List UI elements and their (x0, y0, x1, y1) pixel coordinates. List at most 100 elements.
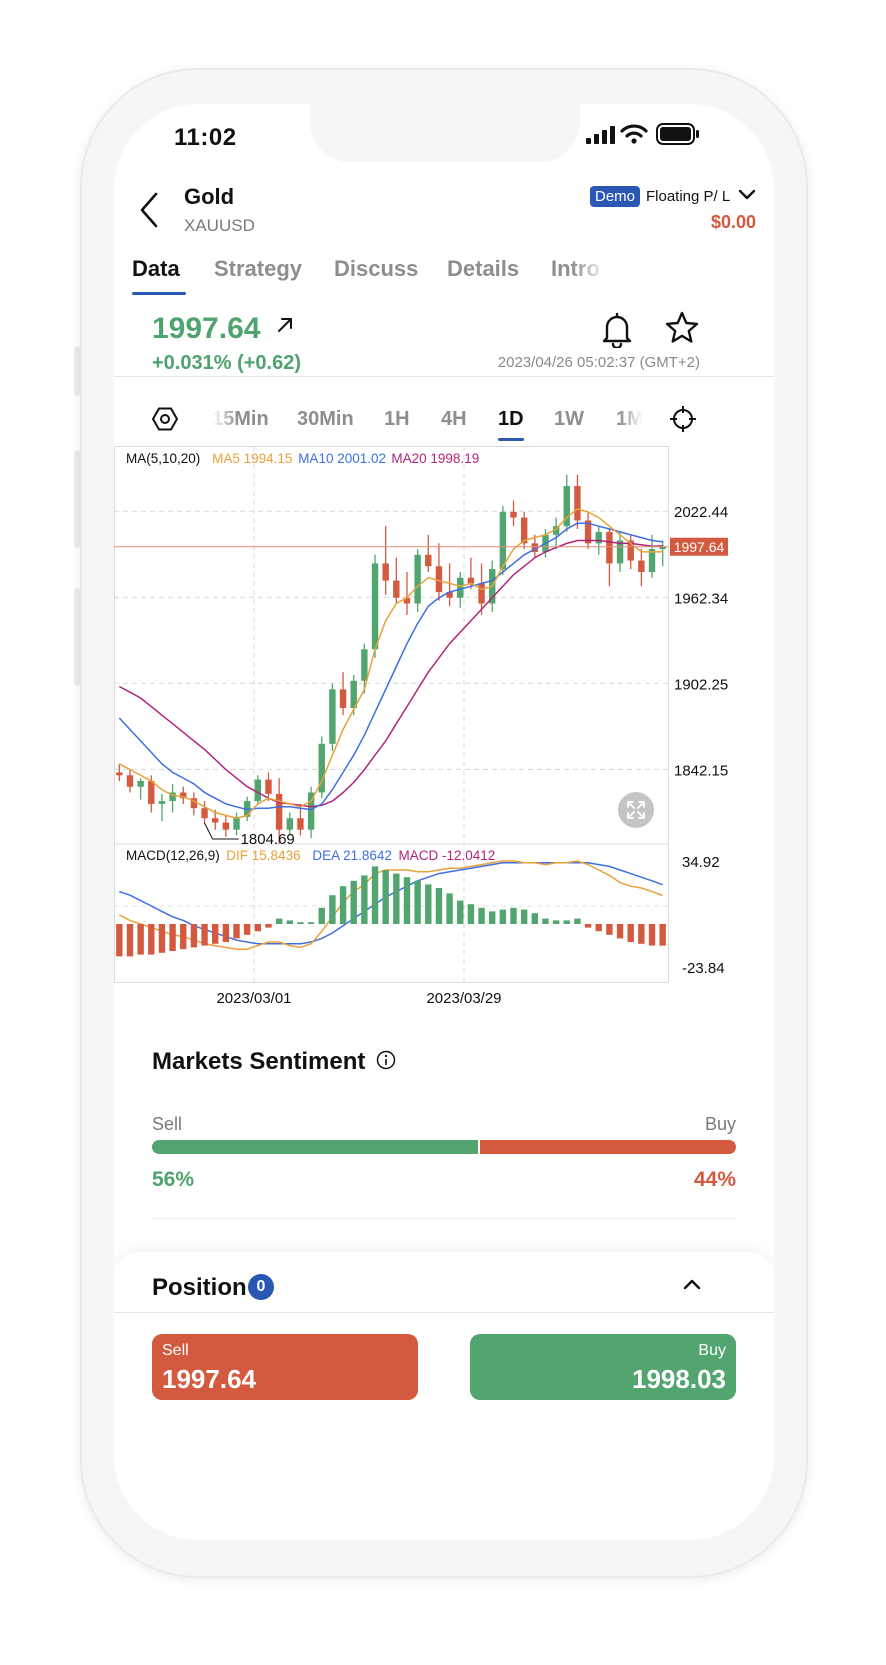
candle-body (531, 543, 539, 552)
timeframe-30min[interactable]: 30Min (297, 408, 354, 430)
candle-body (212, 818, 219, 823)
floating-pl-label[interactable]: Floating P/ L (646, 188, 731, 205)
candle-body (382, 563, 389, 581)
macd-legend-label: DEA 21.8642 (312, 848, 392, 863)
candle-body (595, 531, 602, 544)
y-tick-label: 2022.44 (674, 504, 728, 521)
macd-histogram-bar (563, 920, 570, 924)
sell-price: 1997.64 (162, 1364, 256, 1394)
y-tick-label: 1962.34 (674, 590, 728, 607)
candle-body (425, 554, 432, 567)
macd-tick-label: -23.84 (682, 960, 725, 977)
macd-histogram-bar (574, 918, 581, 924)
fullscreen-button[interactable] (618, 792, 654, 828)
timeframe-1h[interactable]: 1H (384, 408, 410, 430)
macd-histogram-bar (190, 924, 198, 948)
position-count-badge: 0 (248, 1274, 274, 1300)
quote-timestamp: 2023/04/26 05:02:37 (GMT+2) (497, 354, 700, 371)
price-chart[interactable]: 2022.44 1962.34 1902.25 1842.15 2023/03/01 20… (114, 446, 774, 1006)
sentiment-sell-percent: 56% (152, 1168, 195, 1191)
macd-histogram-bar (116, 924, 123, 957)
macd-histogram-bar (478, 907, 485, 924)
candle-body (307, 792, 315, 830)
bell-icon[interactable] (600, 312, 634, 348)
macd-histogram-bar (435, 888, 443, 924)
star-icon[interactable] (664, 310, 700, 346)
tab-details[interactable]: Details (447, 256, 520, 281)
candle-body (638, 560, 645, 572)
candle-body (350, 680, 357, 708)
macd-histogram-bar (158, 924, 166, 953)
timeframe-4h[interactable]: 4H (441, 408, 467, 430)
status-time: 11:02 (174, 124, 237, 151)
candle-body (190, 798, 198, 809)
macd-histogram-bar (627, 924, 634, 942)
macd-histogram-bar (137, 924, 144, 955)
back-arrow-icon[interactable] (136, 190, 162, 230)
quote-divider (114, 376, 774, 377)
notch (310, 104, 580, 162)
candle-body (478, 583, 485, 604)
macd-histogram-bar (275, 918, 283, 924)
macd-histogram-bar (307, 922, 315, 924)
x-tick-label: 2023/03/01 (216, 990, 291, 1006)
chevron-down-icon[interactable] (738, 188, 756, 202)
candle-body (339, 689, 347, 708)
candle-body (446, 592, 453, 598)
crosshair-icon[interactable] (670, 406, 696, 432)
macd-histogram-bar (403, 877, 411, 924)
macd-histogram-bar (339, 886, 347, 924)
current-price-tag (670, 537, 728, 556)
candle-body (126, 775, 134, 787)
sentiment-sell-bar (152, 1140, 478, 1154)
macd-histogram-bar (414, 880, 421, 924)
timeframe-1d[interactable]: 1D (498, 408, 524, 430)
candle-body (180, 792, 187, 799)
macd-histogram-bar (286, 920, 293, 924)
macd-histogram-bar (638, 924, 645, 944)
timeframe-1w[interactable]: 1W (554, 408, 584, 430)
macd-histogram-bar (382, 870, 389, 924)
macd-histogram-bar (148, 924, 155, 955)
indicator-label: MA(5,10,20) (126, 451, 200, 466)
volume-up-button (74, 450, 80, 548)
macd-histogram-bar (446, 893, 453, 924)
candle-body (158, 801, 166, 804)
macd-histogram-bar (329, 895, 336, 924)
active-timeframe-indicator (498, 438, 524, 441)
low-leader-line (204, 822, 239, 840)
candle-body (414, 554, 421, 604)
instrument-symbol: XAUUSD (184, 216, 255, 235)
candle-body (435, 566, 443, 593)
macd-histogram-bar (361, 875, 368, 924)
macd-histogram-bar (584, 924, 592, 928)
buy-price: 1998.03 (632, 1364, 726, 1394)
tab-data[interactable]: Data (132, 256, 180, 281)
arrow-up-right-icon (278, 318, 292, 332)
macd-dea-line (119, 862, 663, 945)
macd-histogram-bar (531, 913, 539, 924)
macd-histogram-bar (265, 924, 272, 928)
buy-button[interactable]: Buy 1998.03 (470, 1334, 736, 1400)
tab-intro[interactable]: Intro (551, 256, 600, 281)
macd-histogram-bar (606, 924, 613, 935)
timeframe-1m[interactable]: 1M (616, 408, 644, 430)
sentiment-sell-label: Sell (152, 1114, 183, 1134)
sell-button[interactable]: Sell 1997.64 (152, 1334, 418, 1400)
low-value-label: 1804.69 (241, 831, 295, 848)
position-divider (114, 1312, 774, 1313)
tab-strategy[interactable]: Strategy (214, 256, 303, 281)
chevron-up-icon[interactable] (682, 1276, 702, 1292)
macd-histogram-bar (318, 907, 325, 924)
expand-icon (627, 801, 645, 819)
candle-body (520, 517, 528, 544)
tab-discuss[interactable]: Discuss (334, 256, 419, 281)
timeframe-15min[interactable]: 15Min (212, 408, 269, 430)
indicator-settings-icon[interactable] (152, 406, 178, 432)
macd-dif-line (118, 860, 663, 950)
info-icon[interactable] (376, 1050, 396, 1070)
candle-body (616, 540, 624, 564)
wifi-icon (620, 124, 648, 144)
candle-body (137, 781, 144, 787)
ma-legend-label: MA20 1998.19 (391, 451, 479, 466)
